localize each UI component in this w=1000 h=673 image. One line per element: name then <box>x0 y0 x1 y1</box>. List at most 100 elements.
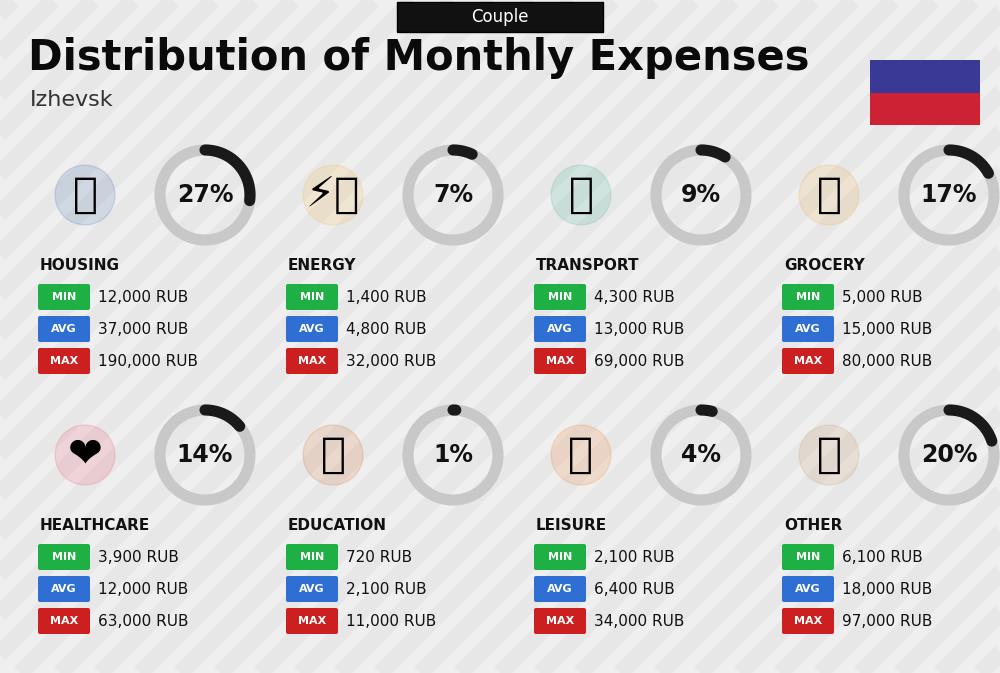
Text: 14%: 14% <box>177 443 233 467</box>
FancyBboxPatch shape <box>38 284 90 310</box>
Text: AVG: AVG <box>795 584 821 594</box>
FancyBboxPatch shape <box>782 608 834 634</box>
Text: 69,000 RUB: 69,000 RUB <box>594 353 684 369</box>
FancyBboxPatch shape <box>286 348 338 374</box>
Circle shape <box>55 165 115 225</box>
Text: 3,900 RUB: 3,900 RUB <box>98 549 179 565</box>
Text: HOUSING: HOUSING <box>40 258 120 273</box>
Text: ⚡🏠: ⚡🏠 <box>306 174 360 216</box>
Text: AVG: AVG <box>299 324 325 334</box>
FancyBboxPatch shape <box>534 544 586 570</box>
Text: 6,100 RUB: 6,100 RUB <box>842 549 923 565</box>
Text: 80,000 RUB: 80,000 RUB <box>842 353 932 369</box>
FancyBboxPatch shape <box>534 348 586 374</box>
FancyBboxPatch shape <box>782 316 834 342</box>
Text: Couple: Couple <box>471 8 529 26</box>
Text: MIN: MIN <box>52 552 76 562</box>
Text: 12,000 RUB: 12,000 RUB <box>98 581 188 596</box>
FancyBboxPatch shape <box>782 576 834 602</box>
Text: 2,100 RUB: 2,100 RUB <box>594 549 675 565</box>
Text: MAX: MAX <box>794 356 822 366</box>
FancyBboxPatch shape <box>286 576 338 602</box>
Text: OTHER: OTHER <box>784 518 842 532</box>
FancyBboxPatch shape <box>782 348 834 374</box>
Text: AVG: AVG <box>51 324 77 334</box>
Text: MIN: MIN <box>796 292 820 302</box>
FancyBboxPatch shape <box>38 544 90 570</box>
Text: MAX: MAX <box>298 616 326 626</box>
Text: MIN: MIN <box>300 292 324 302</box>
Circle shape <box>303 165 363 225</box>
FancyBboxPatch shape <box>286 544 338 570</box>
Text: Distribution of Monthly Expenses: Distribution of Monthly Expenses <box>28 37 810 79</box>
Text: 🚌: 🚌 <box>568 174 594 216</box>
Circle shape <box>55 425 115 485</box>
Text: 18,000 RUB: 18,000 RUB <box>842 581 932 596</box>
Text: 32,000 RUB: 32,000 RUB <box>346 353 436 369</box>
Text: 34,000 RUB: 34,000 RUB <box>594 614 684 629</box>
FancyBboxPatch shape <box>782 544 834 570</box>
Text: 20%: 20% <box>921 443 977 467</box>
Text: 27%: 27% <box>177 183 233 207</box>
FancyBboxPatch shape <box>286 316 338 342</box>
Text: EDUCATION: EDUCATION <box>288 518 387 532</box>
Text: AVG: AVG <box>547 324 573 334</box>
FancyBboxPatch shape <box>534 608 586 634</box>
Text: 4,300 RUB: 4,300 RUB <box>594 289 675 304</box>
FancyBboxPatch shape <box>782 284 834 310</box>
Circle shape <box>551 165 611 225</box>
Bar <box>870 92 980 125</box>
Text: 5,000 RUB: 5,000 RUB <box>842 289 923 304</box>
Text: MIN: MIN <box>796 552 820 562</box>
Text: GROCERY: GROCERY <box>784 258 865 273</box>
Text: MAX: MAX <box>298 356 326 366</box>
Text: MAX: MAX <box>794 616 822 626</box>
FancyBboxPatch shape <box>286 284 338 310</box>
Text: 63,000 RUB: 63,000 RUB <box>98 614 188 629</box>
Circle shape <box>799 165 859 225</box>
Text: ❤️: ❤️ <box>68 434 102 476</box>
Text: 11,000 RUB: 11,000 RUB <box>346 614 436 629</box>
Text: 🛍️: 🛍️ <box>568 434 594 476</box>
Text: AVG: AVG <box>795 324 821 334</box>
Text: 4%: 4% <box>681 443 721 467</box>
Text: 37,000 RUB: 37,000 RUB <box>98 322 188 336</box>
Text: 190,000 RUB: 190,000 RUB <box>98 353 198 369</box>
Circle shape <box>799 425 859 485</box>
Text: 🏢: 🏢 <box>72 174 98 216</box>
Text: 15,000 RUB: 15,000 RUB <box>842 322 932 336</box>
Text: 9%: 9% <box>681 183 721 207</box>
Text: AVG: AVG <box>547 584 573 594</box>
Text: 720 RUB: 720 RUB <box>346 549 412 565</box>
Text: MIN: MIN <box>548 292 572 302</box>
Text: 12,000 RUB: 12,000 RUB <box>98 289 188 304</box>
Text: AVG: AVG <box>51 584 77 594</box>
Text: MAX: MAX <box>546 616 574 626</box>
Text: Izhevsk: Izhevsk <box>30 90 114 110</box>
FancyBboxPatch shape <box>38 576 90 602</box>
Text: TRANSPORT: TRANSPORT <box>536 258 640 273</box>
FancyBboxPatch shape <box>534 316 586 342</box>
Text: MIN: MIN <box>548 552 572 562</box>
FancyBboxPatch shape <box>286 608 338 634</box>
Text: MAX: MAX <box>50 356 78 366</box>
Text: ENERGY: ENERGY <box>288 258 356 273</box>
Text: 2,100 RUB: 2,100 RUB <box>346 581 427 596</box>
Text: 13,000 RUB: 13,000 RUB <box>594 322 684 336</box>
Text: MIN: MIN <box>52 292 76 302</box>
Text: 7%: 7% <box>433 183 473 207</box>
FancyBboxPatch shape <box>534 576 586 602</box>
Text: MAX: MAX <box>50 616 78 626</box>
FancyBboxPatch shape <box>38 316 90 342</box>
Text: MIN: MIN <box>300 552 324 562</box>
Text: MAX: MAX <box>546 356 574 366</box>
Text: 💰: 💰 <box>816 434 842 476</box>
Circle shape <box>551 425 611 485</box>
Text: 6,400 RUB: 6,400 RUB <box>594 581 675 596</box>
Text: 4,800 RUB: 4,800 RUB <box>346 322 427 336</box>
Text: 🎓: 🎓 <box>320 434 346 476</box>
FancyBboxPatch shape <box>397 2 603 32</box>
Text: 97,000 RUB: 97,000 RUB <box>842 614 932 629</box>
Text: LEISURE: LEISURE <box>536 518 607 532</box>
Text: 1%: 1% <box>433 443 473 467</box>
